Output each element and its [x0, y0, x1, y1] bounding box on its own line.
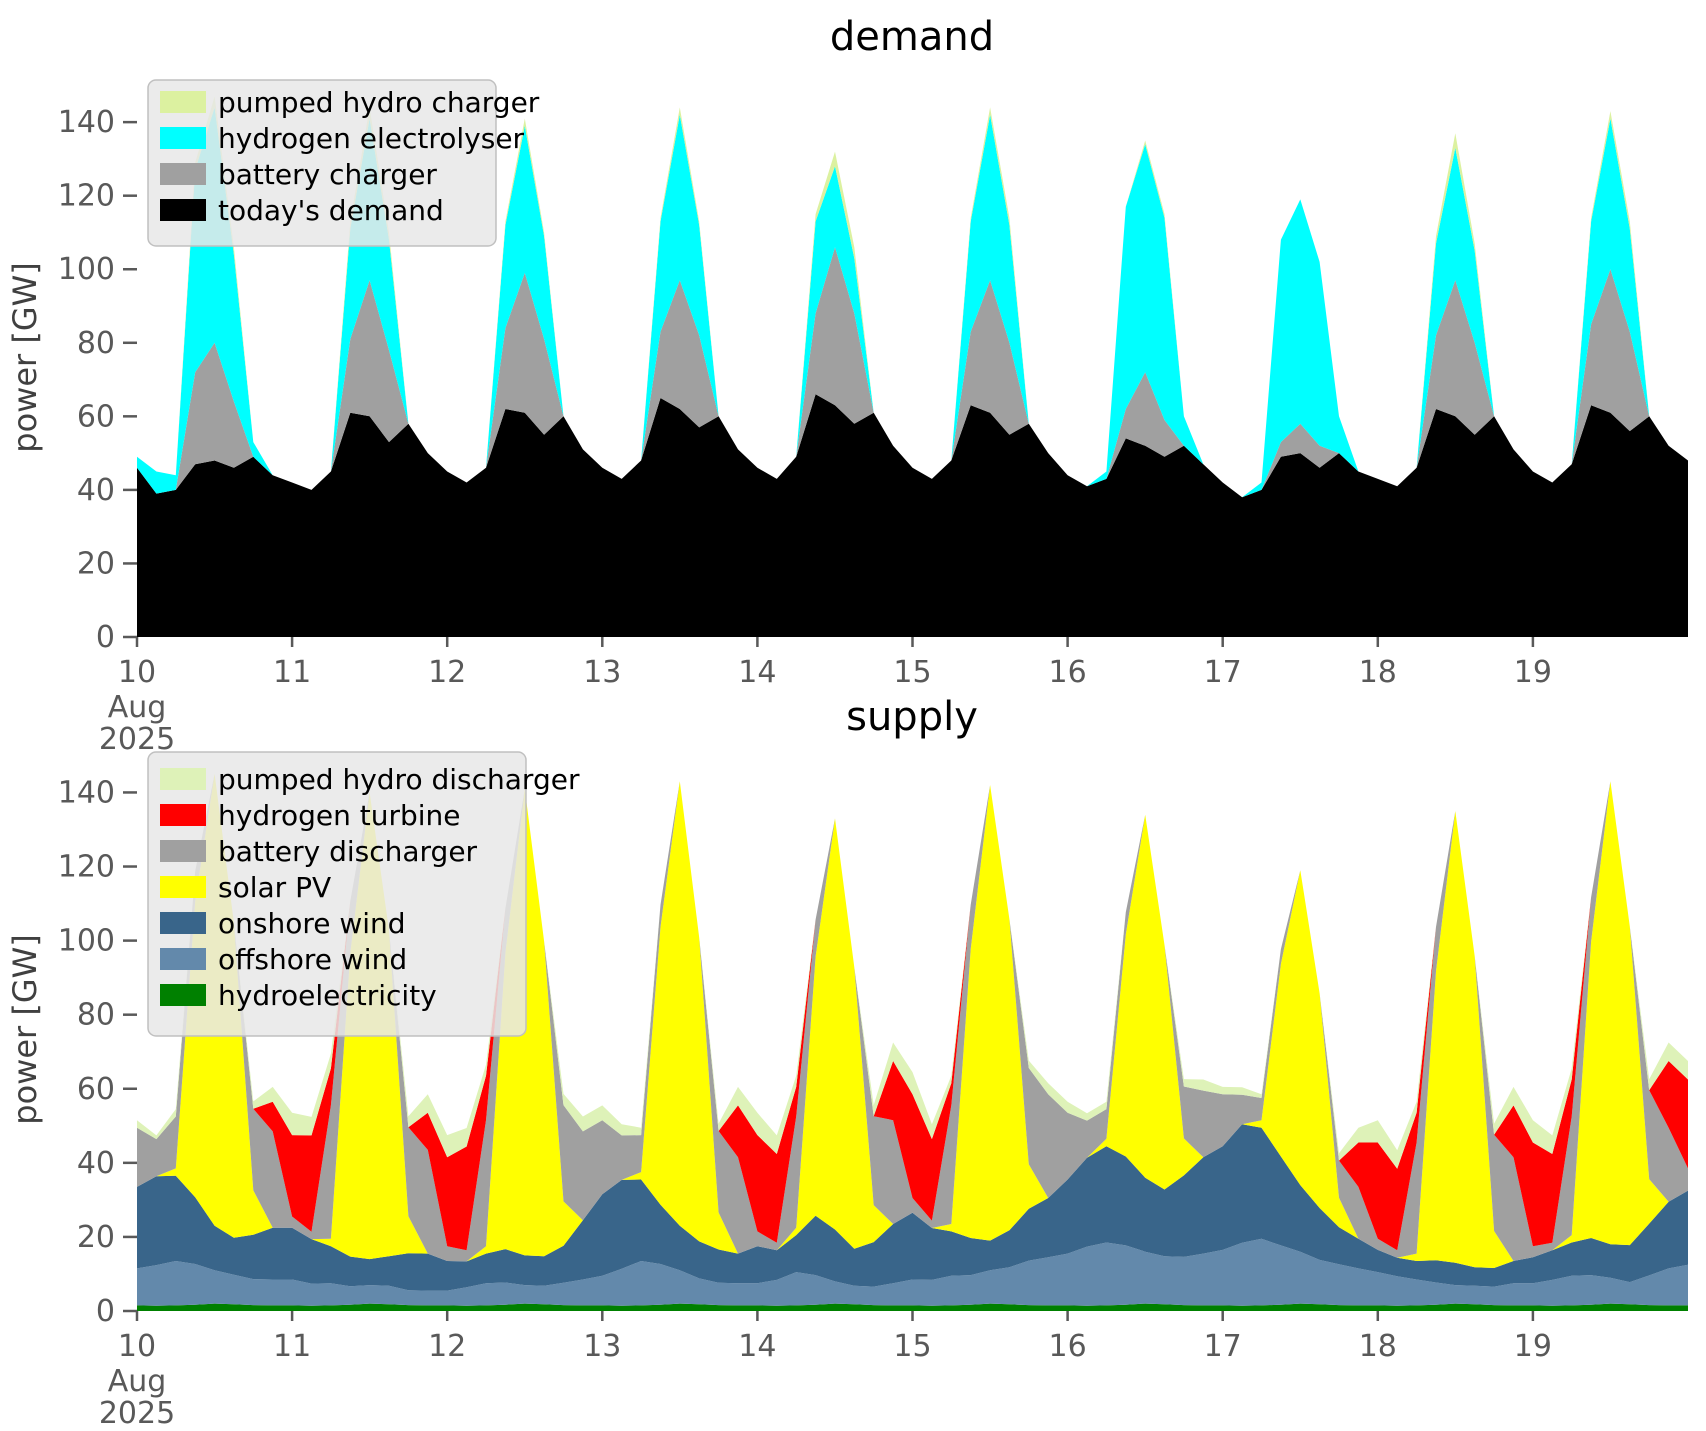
legend-label-solar-pv: solar PV — [218, 871, 331, 904]
y-tick-label: 40 — [77, 473, 115, 508]
legend-box — [147, 79, 497, 247]
x-tick-label: 17 — [1204, 1329, 1242, 1364]
x-axis-sub-label: Aug — [108, 1364, 167, 1399]
y-tick-label: 120 — [58, 850, 115, 885]
supply-title: supply — [846, 694, 978, 740]
legend-swatch-hydroelectricity — [160, 984, 206, 1006]
y-tick-label: 60 — [77, 399, 115, 434]
x-tick-label: 12 — [428, 1329, 466, 1364]
legend-label-hydrogen-electrolyser: hydrogen electrolyser — [218, 122, 525, 155]
x-tick-label: 17 — [1204, 655, 1242, 690]
x-tick-label: 19 — [1514, 655, 1552, 690]
y-tick-label: 80 — [77, 326, 115, 361]
legend-swatch-onshore-wind — [160, 912, 206, 934]
area-hydrogen-turbine — [137, 773, 1688, 1251]
legend-swatch-pumped-hydro-discharger — [160, 768, 206, 790]
demand-y-axis: 0 20 40 60 80 100 120 140 power [GW] — [6, 105, 137, 655]
x-tick-label: 18 — [1359, 1329, 1397, 1364]
x-tick-label: 11 — [273, 655, 311, 690]
x-tick-label: 15 — [893, 655, 931, 690]
demand-y-axis-label: power [GW] — [6, 262, 44, 452]
x-tick-label: 15 — [893, 1329, 931, 1364]
x-axis-sub-label: Aug — [108, 690, 167, 725]
area-onshore-wind — [137, 1124, 1688, 1291]
y-tick-label: 140 — [58, 105, 115, 140]
x-tick-label: 11 — [273, 1329, 311, 1364]
y-tick-label: 140 — [58, 775, 115, 810]
area-pumped-hydro-discharger — [137, 773, 1688, 1169]
legend-swatch-offshore-wind — [160, 948, 206, 970]
x-tick-label: 12 — [428, 655, 466, 690]
y-tick-label: 120 — [58, 179, 115, 214]
legend-swatch-hydrogen-turbine — [160, 804, 206, 826]
supply-y-axis-label: power [GW] — [6, 934, 44, 1124]
legend-label-battery-discharger: battery discharger — [218, 835, 478, 868]
x-tick-label: 10 — [118, 1329, 156, 1364]
legend-swatch-battery-charger — [160, 163, 206, 185]
x-tick-label: 13 — [583, 655, 621, 690]
y-tick-label: 0 — [96, 1294, 115, 1329]
x-tick-label: 10 — [118, 655, 156, 690]
legend-label-onshore-wind: onshore wind — [218, 907, 406, 940]
y-tick-label: 40 — [77, 1146, 115, 1181]
y-tick-label: 20 — [77, 1220, 115, 1255]
x-tick-label: 13 — [583, 1329, 621, 1364]
legend-label-pumped-hydro-charger: pumped hydro charger — [218, 86, 540, 119]
x-tick-label: 16 — [1049, 655, 1087, 690]
area-hydroelectricity — [137, 1303, 1688, 1311]
x-tick-label: 19 — [1514, 1329, 1552, 1364]
x-tick-label: 14 — [738, 1329, 776, 1364]
legend-swatch-today-s-demand — [160, 199, 206, 221]
legend-label-today-s-demand: today's demand — [218, 194, 444, 227]
legend-label-offshore-wind: offshore wind — [218, 943, 407, 976]
x-axis-sub-label: 2025 — [99, 722, 175, 757]
area-offshore-wind — [137, 1238, 1688, 1306]
demand-series — [137, 96, 1688, 637]
legend-swatch-battery-discharger — [160, 840, 206, 862]
area-today-s-demand — [137, 394, 1688, 637]
legend-swatch-solar-pv — [160, 876, 206, 898]
y-tick-label: 80 — [77, 998, 115, 1033]
y-tick-label: 100 — [58, 252, 115, 287]
legend-swatch-pumped-hydro-charger — [160, 91, 206, 113]
demand-title: demand — [830, 14, 994, 60]
legend-label-pumped-hydro-discharger: pumped hydro discharger — [218, 763, 580, 796]
legend-label-hydrogen-turbine: hydrogen turbine — [218, 799, 461, 832]
y-tick-label: 20 — [77, 546, 115, 581]
legend-label-battery-charger: battery charger — [218, 158, 437, 191]
y-tick-label: 60 — [77, 1072, 115, 1107]
x-axis-sub-label: 2025 — [99, 1396, 175, 1431]
y-tick-label: 100 — [58, 924, 115, 959]
legend-box — [147, 751, 527, 1037]
y-tick-label: 0 — [96, 620, 115, 655]
x-tick-label: 16 — [1049, 1329, 1087, 1364]
x-tick-label: 14 — [738, 655, 776, 690]
supply-y-axis: 0 20 40 60 80 100 120 140 power [GW] — [6, 775, 137, 1329]
area-battery-charger — [137, 247, 1688, 498]
legend-swatch-hydrogen-electrolyser — [160, 127, 206, 149]
area-hydrogen-electrolyser — [137, 107, 1688, 498]
legend-label-hydroelectricity: hydroelectricity — [218, 979, 437, 1012]
x-tick-label: 18 — [1359, 655, 1397, 690]
